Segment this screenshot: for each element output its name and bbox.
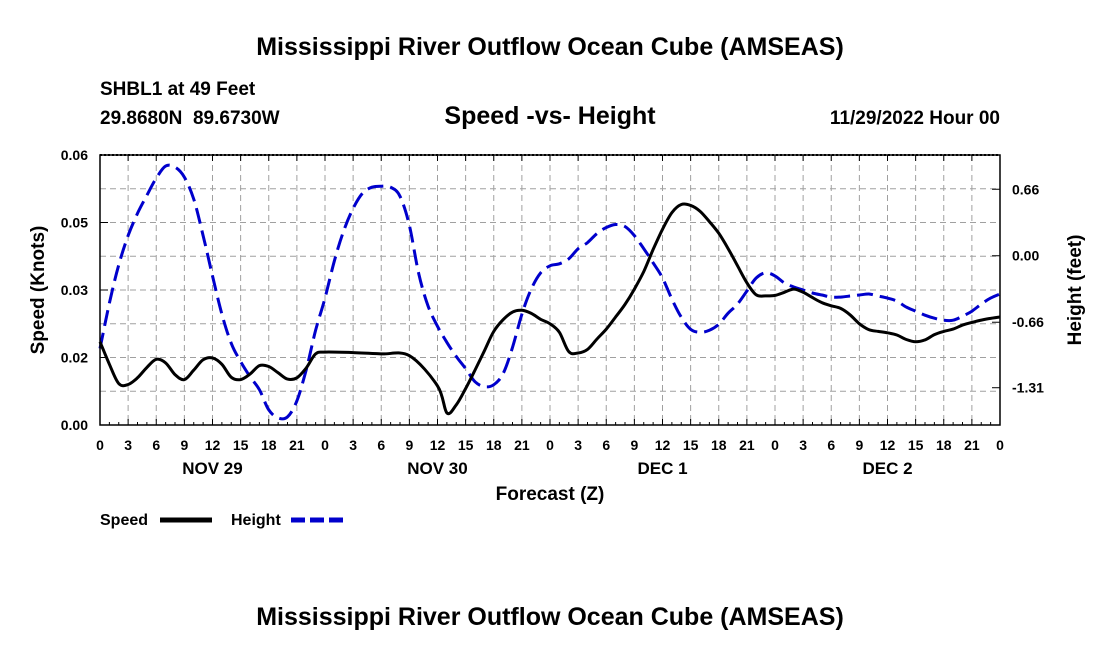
y-tick-label: 0.00 <box>61 417 88 433</box>
chart-subtitle: Speed -vs- Height <box>444 102 656 130</box>
x-tick-label: 3 <box>349 437 357 453</box>
footer-title: Mississippi River Outflow Ocean Cube (AM… <box>256 603 844 631</box>
axes: 0 3 6 9 12 15 18 21 0 3 6 9 12 15 18 21 0 3 6 9 12 15 18 21 0 3 6 9… <box>61 147 1044 478</box>
x-tick-label: 12 <box>880 437 896 453</box>
y-tick-label: 0.05 <box>61 215 88 231</box>
x-tick-label: 6 <box>602 437 610 453</box>
x-tick-label: 9 <box>180 437 188 453</box>
x-tick-label: 0 <box>321 437 329 453</box>
x-tick-label: 18 <box>936 437 952 453</box>
x-tick-label: 21 <box>289 437 305 453</box>
coords-label: 29.8680N 89.6730W <box>100 108 280 129</box>
y2-tick-label: 0.66 <box>1012 181 1039 197</box>
day-label: DEC 2 <box>862 459 912 478</box>
x-tick-label: 6 <box>377 437 385 453</box>
y2-tick-label: -1.31 <box>1012 380 1044 396</box>
x-tick-label: 15 <box>908 437 924 453</box>
y-tick-label: 0.06 <box>61 147 88 163</box>
series-lines <box>98 163 1001 421</box>
y-tick-label: 0.03 <box>61 282 88 298</box>
page-title: Mississippi River Outflow Ocean Cube (AM… <box>256 33 844 61</box>
x-tick-label: 3 <box>124 437 132 453</box>
x-tick-label: 12 <box>205 437 221 453</box>
x-tick-label: 0 <box>996 437 1004 453</box>
speed-series-line <box>98 202 1001 416</box>
y-axis-title: Speed (Knots) <box>28 226 49 355</box>
x-tick-label: 18 <box>711 437 727 453</box>
y2-axis-title: Height (feet) <box>1065 235 1086 346</box>
x-tick-label: 9 <box>855 437 863 453</box>
height-series-line <box>98 163 1001 421</box>
x-tick-label: 21 <box>514 437 530 453</box>
x-tick-label: 15 <box>233 437 249 453</box>
x-tick-label: 6 <box>827 437 835 453</box>
y2-tick-label: 0.00 <box>1012 248 1039 264</box>
x-tick-label: 0 <box>771 437 779 453</box>
x-tick-label: 3 <box>574 437 582 453</box>
x-tick-label: 12 <box>655 437 671 453</box>
forecast-datetime: 11/29/2022 Hour 00 <box>830 108 1000 129</box>
day-label: NOV 30 <box>407 459 467 478</box>
legend-height-label: Height <box>231 512 281 529</box>
x-tick-label: 3 <box>799 437 807 453</box>
station-label: SHBL1 at 49 Feet <box>100 79 256 100</box>
legend: Speed Height <box>100 512 343 529</box>
x-tick-label: 12 <box>430 437 446 453</box>
x-tick-label: 0 <box>546 437 554 453</box>
x-axis-title: Forecast (Z) <box>496 484 605 505</box>
x-tick-label: 15 <box>458 437 474 453</box>
x-tick-label: 21 <box>739 437 755 453</box>
x-tick-label: 18 <box>261 437 277 453</box>
day-label: DEC 1 <box>637 459 687 478</box>
x-tick-label: 6 <box>152 437 160 453</box>
y2-tick-label: -0.66 <box>1012 314 1044 330</box>
legend-speed-label: Speed <box>100 512 148 529</box>
grid-lines <box>100 155 1000 425</box>
y-tick-label: 0.02 <box>61 350 88 366</box>
x-tick-label: 0 <box>96 437 104 453</box>
x-tick-label: 9 <box>630 437 638 453</box>
x-tick-label: 21 <box>964 437 980 453</box>
x-tick-label: 9 <box>405 437 413 453</box>
x-tick-label: 15 <box>683 437 699 453</box>
x-tick-label: 18 <box>486 437 502 453</box>
day-label: NOV 29 <box>182 459 242 478</box>
